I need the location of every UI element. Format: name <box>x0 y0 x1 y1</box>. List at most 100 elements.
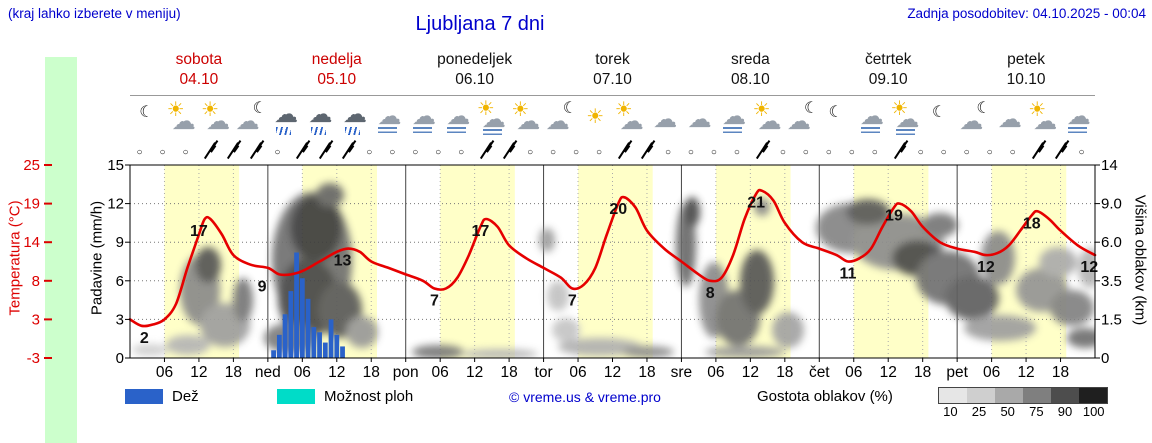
temperature-label: 12 <box>1080 259 1098 276</box>
cloud-icon: ☁ <box>377 103 402 130</box>
wind-calm-icon: ○ <box>1009 147 1016 158</box>
rain-bar <box>271 350 277 358</box>
cloud-icon: ☁ <box>516 108 541 135</box>
rain-legend-swatch <box>125 389 163 404</box>
fog-icon <box>378 127 398 136</box>
wind-calm-icon: ○ <box>412 147 419 158</box>
density-cell <box>1051 388 1079 403</box>
cloud-icon: ☁ <box>653 106 678 133</box>
precip-tick-label: 3 <box>116 311 124 328</box>
weather-icon-partly-sun: ☀ ☁ <box>750 99 786 141</box>
weather-icon-cloud-moon: ☾ ☁ <box>543 99 579 141</box>
wind-calm-icon: ○ <box>182 147 189 158</box>
day-date: 06.10 <box>455 71 495 88</box>
precip-tick-label: 9 <box>116 234 124 251</box>
x-hour-label: 06 <box>569 364 586 381</box>
moon-icon: ☾ <box>139 104 154 121</box>
weather-icon-rain: ☁ <box>267 99 303 141</box>
temperature-label: 17 <box>190 223 208 240</box>
sun-icon: ☀ <box>511 99 530 121</box>
wind-calm-icon: ○ <box>825 147 832 158</box>
day-name: ponedeljek <box>437 51 513 68</box>
cloud-icon: ☁ <box>1066 103 1091 130</box>
weather-icon-cloud-moon: ☾ ☁ <box>784 99 820 141</box>
day-header: ponedeljek 06.10 <box>406 50 544 90</box>
wind-barb-icon <box>638 140 656 161</box>
daylight-band <box>578 165 653 358</box>
weather-icon-cloudy: ☁ <box>681 99 717 141</box>
day-header: četrtek 09.10 <box>819 50 957 90</box>
wind-barb-icon <box>1029 140 1047 161</box>
temperature-label: 11 <box>840 266 857 283</box>
temperature-curve <box>128 188 1097 328</box>
wind-calm-icon: ○ <box>527 147 534 158</box>
weather-icon-partly-sun: ☀ ☁ <box>198 99 234 141</box>
cloud-density-label: Gostota oblakov (%) <box>757 388 893 405</box>
weather-icon-rain: ☁ <box>336 99 372 141</box>
wind-calm-icon: ○ <box>435 147 442 158</box>
weather-icon-clear-night: ☾ <box>922 99 958 141</box>
precip-tick-label: 15 <box>107 157 124 174</box>
cloud-density-scale <box>938 387 1108 404</box>
temperature-label: 8 <box>706 285 715 302</box>
cloud-cover-shapes <box>132 183 1095 358</box>
wind-barb-icon <box>247 140 265 161</box>
cloudD-icon: ☁ <box>274 101 299 128</box>
rain-bar <box>340 346 345 358</box>
precip-tick-label: 0 <box>116 350 124 367</box>
x-hour-label: 06 <box>983 364 1000 381</box>
wind-barb-icon <box>891 140 909 161</box>
sun-icon: ☀ <box>201 99 220 121</box>
cloud-icon: ☁ <box>171 108 196 135</box>
rain-bar <box>311 327 317 358</box>
wind-barb-icon <box>1052 140 1070 161</box>
wind-barb-icon <box>753 140 771 161</box>
day-name: nedelja <box>311 51 362 68</box>
wind-calm-icon: ○ <box>159 147 166 158</box>
rain-bar <box>294 252 299 358</box>
sun-icon: ☀ <box>614 99 633 121</box>
wind-calm-icon: ○ <box>596 147 603 158</box>
weather-icon-clear-night: ☾ <box>819 99 855 141</box>
cloud-density-values: 10 25 50 75 90 100 <box>936 404 1108 419</box>
density-cell <box>939 388 967 403</box>
temp-tick-label: 8 <box>32 273 40 290</box>
x-hour-label: 06 <box>845 364 862 381</box>
plot-border <box>129 164 1096 359</box>
cloudheight-tick-label: 0 <box>1101 350 1109 367</box>
temp-tick-label: 3 <box>32 311 40 328</box>
location-menu-hint[interactable]: (kraj lahko izberete v meniju) <box>8 6 181 21</box>
x-hour-label: 12 <box>742 364 759 381</box>
cloud-icon: ☁ <box>787 108 812 135</box>
fog-icon <box>896 129 916 138</box>
rain-bar <box>282 314 288 358</box>
temperature-label: 21 <box>747 195 765 212</box>
showers-legend-label: Možnost ploh <box>324 388 414 405</box>
x-day-abbrev: pet <box>946 364 968 381</box>
wind-calm-icon: ○ <box>733 147 740 158</box>
weather-icon-partly-sun: ☀ ☁ <box>508 99 544 141</box>
weather-icon-fog: ☁ <box>405 99 441 141</box>
temp-tick-label: -3 <box>27 350 40 367</box>
x-day-abbrev: tor <box>535 364 553 381</box>
cloud-icon: ☁ <box>481 106 506 133</box>
weather-icon-fog-sun: ☀ ☁ <box>887 99 923 141</box>
density-cell <box>1023 388 1051 403</box>
cloud-icon: ☁ <box>959 108 984 135</box>
density-value: 100 <box>1082 404 1105 419</box>
weather-icon-partly-sun: ☀ ☁ <box>1025 99 1061 141</box>
wind-barb-icon <box>500 140 518 161</box>
weather-icon-fog: ☁ <box>370 99 406 141</box>
weather-icon-cloud-moon: ☾ ☁ <box>956 99 992 141</box>
day-date: 05.10 <box>317 71 357 88</box>
copyright-link[interactable]: © vreme.us & vreme.pro <box>509 389 661 405</box>
x-hour-label: 12 <box>1017 364 1034 381</box>
rain-legend-label: Dež <box>172 388 199 405</box>
wind-calm-icon: ○ <box>917 147 924 158</box>
showers-legend-swatch <box>277 389 315 404</box>
day-name: četrtek <box>864 51 912 68</box>
cloudD-icon: ☁ <box>343 101 368 128</box>
weather-icon-cloudy: ☁ <box>646 99 682 141</box>
cloud-icon: ☁ <box>895 106 920 133</box>
density-value: 50 <box>1000 404 1015 419</box>
